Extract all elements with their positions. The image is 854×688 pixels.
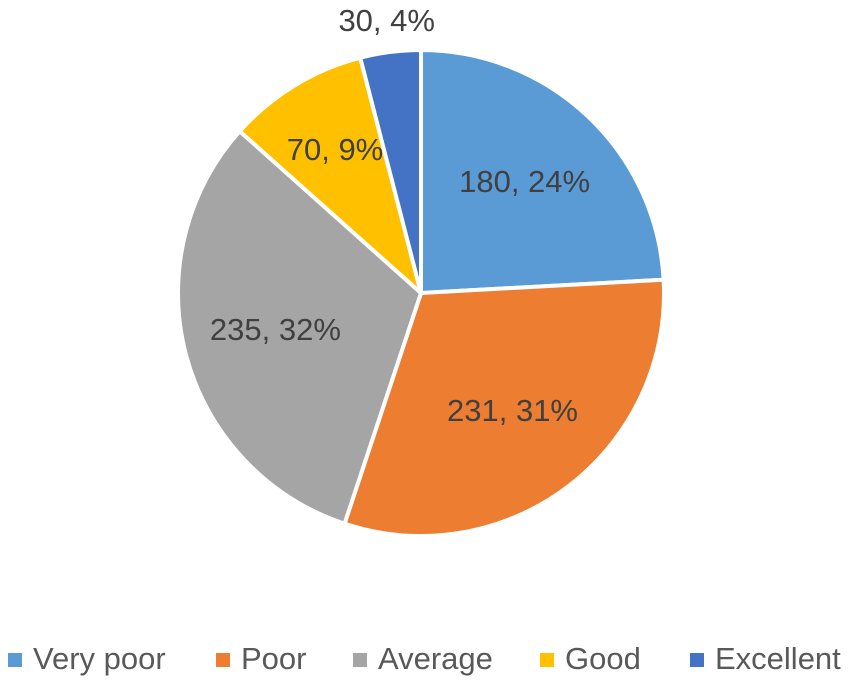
data-label-very-poor: 180, 24% <box>459 164 590 199</box>
legend-label-poor: Poor <box>241 641 306 676</box>
legend-label-average: Average <box>378 641 493 676</box>
pie-data-labels: 180, 24% 231, 31% 235, 32% 70, 9% 30, 4% <box>210 3 590 428</box>
legend-item-average: Average <box>353 641 493 676</box>
pie-slice-poor <box>342 277 667 538</box>
legend-label-very-poor: Very poor <box>33 641 166 676</box>
legend-item-good: Good <box>540 641 641 676</box>
legend-item-very-poor: Very poor <box>8 641 166 676</box>
legend-swatch-very-poor <box>8 653 22 667</box>
data-label-good: 70, 9% <box>287 132 384 167</box>
data-label-excellent: 30, 4% <box>338 3 435 38</box>
legend-swatch-good <box>540 653 554 667</box>
legend: Very poor Poor Average Good Excellent <box>8 641 841 676</box>
legend-item-poor: Poor <box>216 641 306 676</box>
pie-slice-very-poor <box>419 48 666 295</box>
data-label-average: 235, 32% <box>210 312 341 347</box>
pie-slice-good <box>237 55 423 295</box>
legend-label-good: Good <box>565 641 641 676</box>
legend-label-excellent: Excellent <box>715 641 841 676</box>
legend-swatch-average <box>353 653 367 667</box>
pie-slices <box>176 48 667 538</box>
pie-slice-excellent <box>358 48 423 295</box>
legend-item-excellent: Excellent <box>690 641 841 676</box>
legend-swatch-excellent <box>690 653 704 667</box>
legend-swatch-poor <box>216 653 230 667</box>
pie-slice-average <box>176 129 423 526</box>
data-label-poor: 231, 31% <box>447 393 578 428</box>
